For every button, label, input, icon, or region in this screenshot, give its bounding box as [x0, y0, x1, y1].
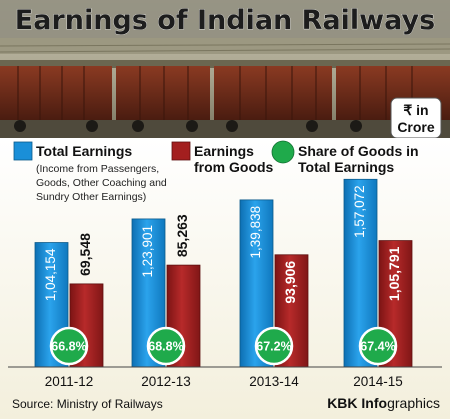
label-goods-2011-12: 69,548	[77, 233, 93, 276]
legend-goods-label-2: from Goods	[194, 159, 274, 175]
legend-goods-label-1: Earnings	[194, 143, 254, 159]
chart-title: Earnings of Indian Railways	[15, 5, 435, 36]
share-label-2014-15: 67.4%	[360, 340, 395, 354]
title-band	[0, 0, 450, 38]
legend-total-label: Total Earnings	[36, 143, 132, 159]
x-tick-2012-13: 2012-13	[141, 374, 191, 389]
credit-kbk: KBK Info	[327, 395, 387, 411]
share-label-2013-14: 67.2%	[256, 340, 291, 354]
legend-total-swatch	[13, 141, 33, 161]
legend-total-sub-1: (Income from Passengers,	[36, 163, 159, 175]
label-goods-2014-15: 1,05,791	[386, 246, 402, 301]
legend-total-sub-2: Goods, Other Coaching and	[36, 177, 167, 189]
label-total-2014-15: 1,57,072	[352, 185, 367, 238]
unit-label-line2: Crore	[397, 119, 435, 135]
share-badge-2012-13	[146, 326, 186, 366]
share-label-2011-12: 66.8%	[51, 340, 86, 354]
label-goods-2013-14: 93,906	[282, 261, 298, 304]
share-label-2012-13: 68.8%	[148, 340, 183, 354]
legend-share-swatch	[271, 140, 295, 164]
legend-goods-swatch	[171, 141, 191, 161]
legend-share-label-1: Share of Goods in	[298, 143, 419, 159]
label-goods-2012-13: 85,263	[174, 214, 190, 257]
legend-total-sub-3: Sundry Other Earnings)	[36, 191, 146, 203]
x-tick-2011-12: 2011-12	[45, 374, 94, 389]
x-tick-2013-14: 2013-14	[249, 374, 299, 389]
unit-box: ₹ in Crore	[390, 97, 442, 139]
unit-label-line1: ₹ in	[403, 102, 428, 118]
bars-layer: 1,04,154 69,548 66.8% 2011-12 1,23,901 85,263…	[34, 178, 413, 389]
label-total-2012-13: 1,23,901	[140, 225, 155, 278]
share-badge-2014-15	[358, 326, 398, 366]
source-note: Source: Ministry of Railways	[12, 397, 163, 411]
share-badge-2011-12	[49, 326, 89, 366]
credit-line: KBK Infographics	[327, 395, 440, 411]
legend: Total Earnings (Income from Passengers, …	[13, 140, 419, 203]
label-total-2011-12: 1,04,154	[43, 248, 58, 301]
label-total-2013-14: 1,39,838	[248, 206, 263, 259]
x-tick-2014-15: 2014-15	[353, 374, 403, 389]
share-badge-2013-14	[254, 326, 294, 366]
credit-graphics: graphics	[387, 395, 440, 411]
legend-share-label-2: Total Earnings	[298, 159, 394, 175]
